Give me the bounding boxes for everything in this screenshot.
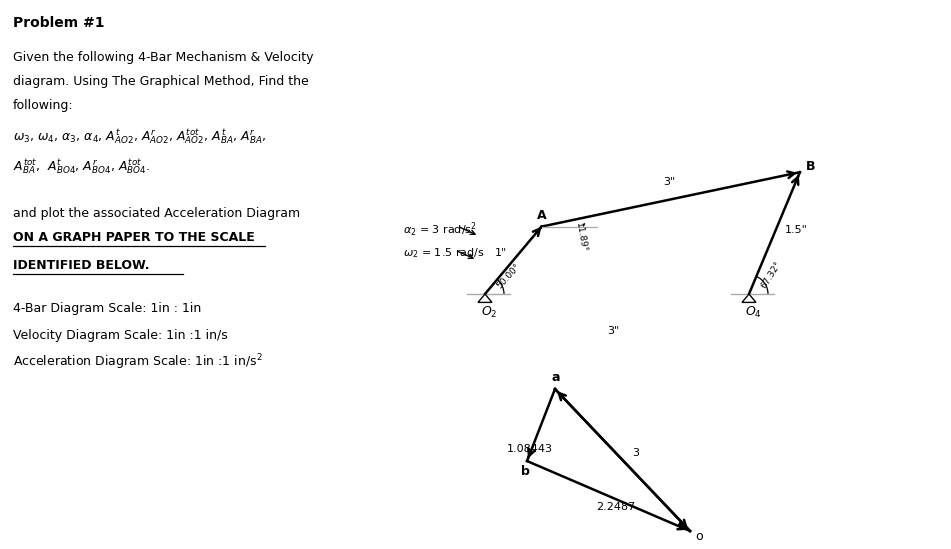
Text: 1.5": 1.5"	[785, 225, 807, 235]
Text: $\alpha_2$ = 3 rad/s$^2$: $\alpha_2$ = 3 rad/s$^2$	[403, 221, 476, 239]
Text: o: o	[695, 530, 703, 543]
Text: $O_4$: $O_4$	[745, 305, 762, 320]
Text: a: a	[551, 371, 559, 384]
Text: $\omega_2$ = 1.5 rad/s: $\omega_2$ = 1.5 rad/s	[403, 246, 485, 260]
Text: 3": 3"	[607, 326, 619, 336]
Text: 4-Bar Diagram Scale: 1in : 1in: 4-Bar Diagram Scale: 1in : 1in	[13, 302, 202, 315]
Text: ON A GRAPH PAPER TO THE SCALE: ON A GRAPH PAPER TO THE SCALE	[13, 231, 255, 244]
Text: 67.32°: 67.32°	[759, 260, 783, 290]
Text: Problem #1: Problem #1	[13, 16, 105, 30]
Text: Given the following 4-Bar Mechanism & Velocity: Given the following 4-Bar Mechanism & Ve…	[13, 51, 314, 64]
Text: 1": 1"	[495, 248, 508, 258]
Text: following:: following:	[13, 99, 73, 112]
Text: B: B	[805, 160, 815, 173]
Text: IDENTIFIED BELOW.: IDENTIFIED BELOW.	[13, 259, 149, 272]
Text: 11.89°: 11.89°	[573, 222, 588, 254]
Text: 2.2487: 2.2487	[596, 502, 636, 512]
Text: A: A	[536, 209, 546, 222]
Text: $A^{tot}_{BA}$,  $A^t_{BO4}$, $A^r_{BO4}$, $A^{tot}_{BO4}$.: $A^{tot}_{BA}$, $A^t_{BO4}$, $A^r_{BO4}$…	[13, 158, 150, 177]
Text: diagram. Using The Graphical Method, Find the: diagram. Using The Graphical Method, Fin…	[13, 75, 309, 88]
Text: Velocity Diagram Scale: 1in :1 in/s: Velocity Diagram Scale: 1in :1 in/s	[13, 329, 227, 342]
Text: Acceleration Diagram Scale: 1in :1 in/s$^2$: Acceleration Diagram Scale: 1in :1 in/s$…	[13, 352, 262, 372]
Text: $O_2$: $O_2$	[481, 305, 497, 320]
Text: 50.00°: 50.00°	[495, 261, 522, 290]
Text: and plot the associated Acceleration Diagram: and plot the associated Acceleration Dia…	[13, 207, 301, 220]
Text: 3: 3	[632, 448, 639, 458]
Text: 1.08443: 1.08443	[507, 444, 553, 454]
Text: 3": 3"	[663, 177, 675, 187]
Text: $\omega_3$, $\omega_4$, $\alpha_3$, $\alpha_4$, $A^t_{AO2}$, $A^r_{AO2}$, $A^{to: $\omega_3$, $\omega_4$, $\alpha_3$, $\al…	[13, 127, 266, 147]
Text: b: b	[521, 465, 530, 478]
